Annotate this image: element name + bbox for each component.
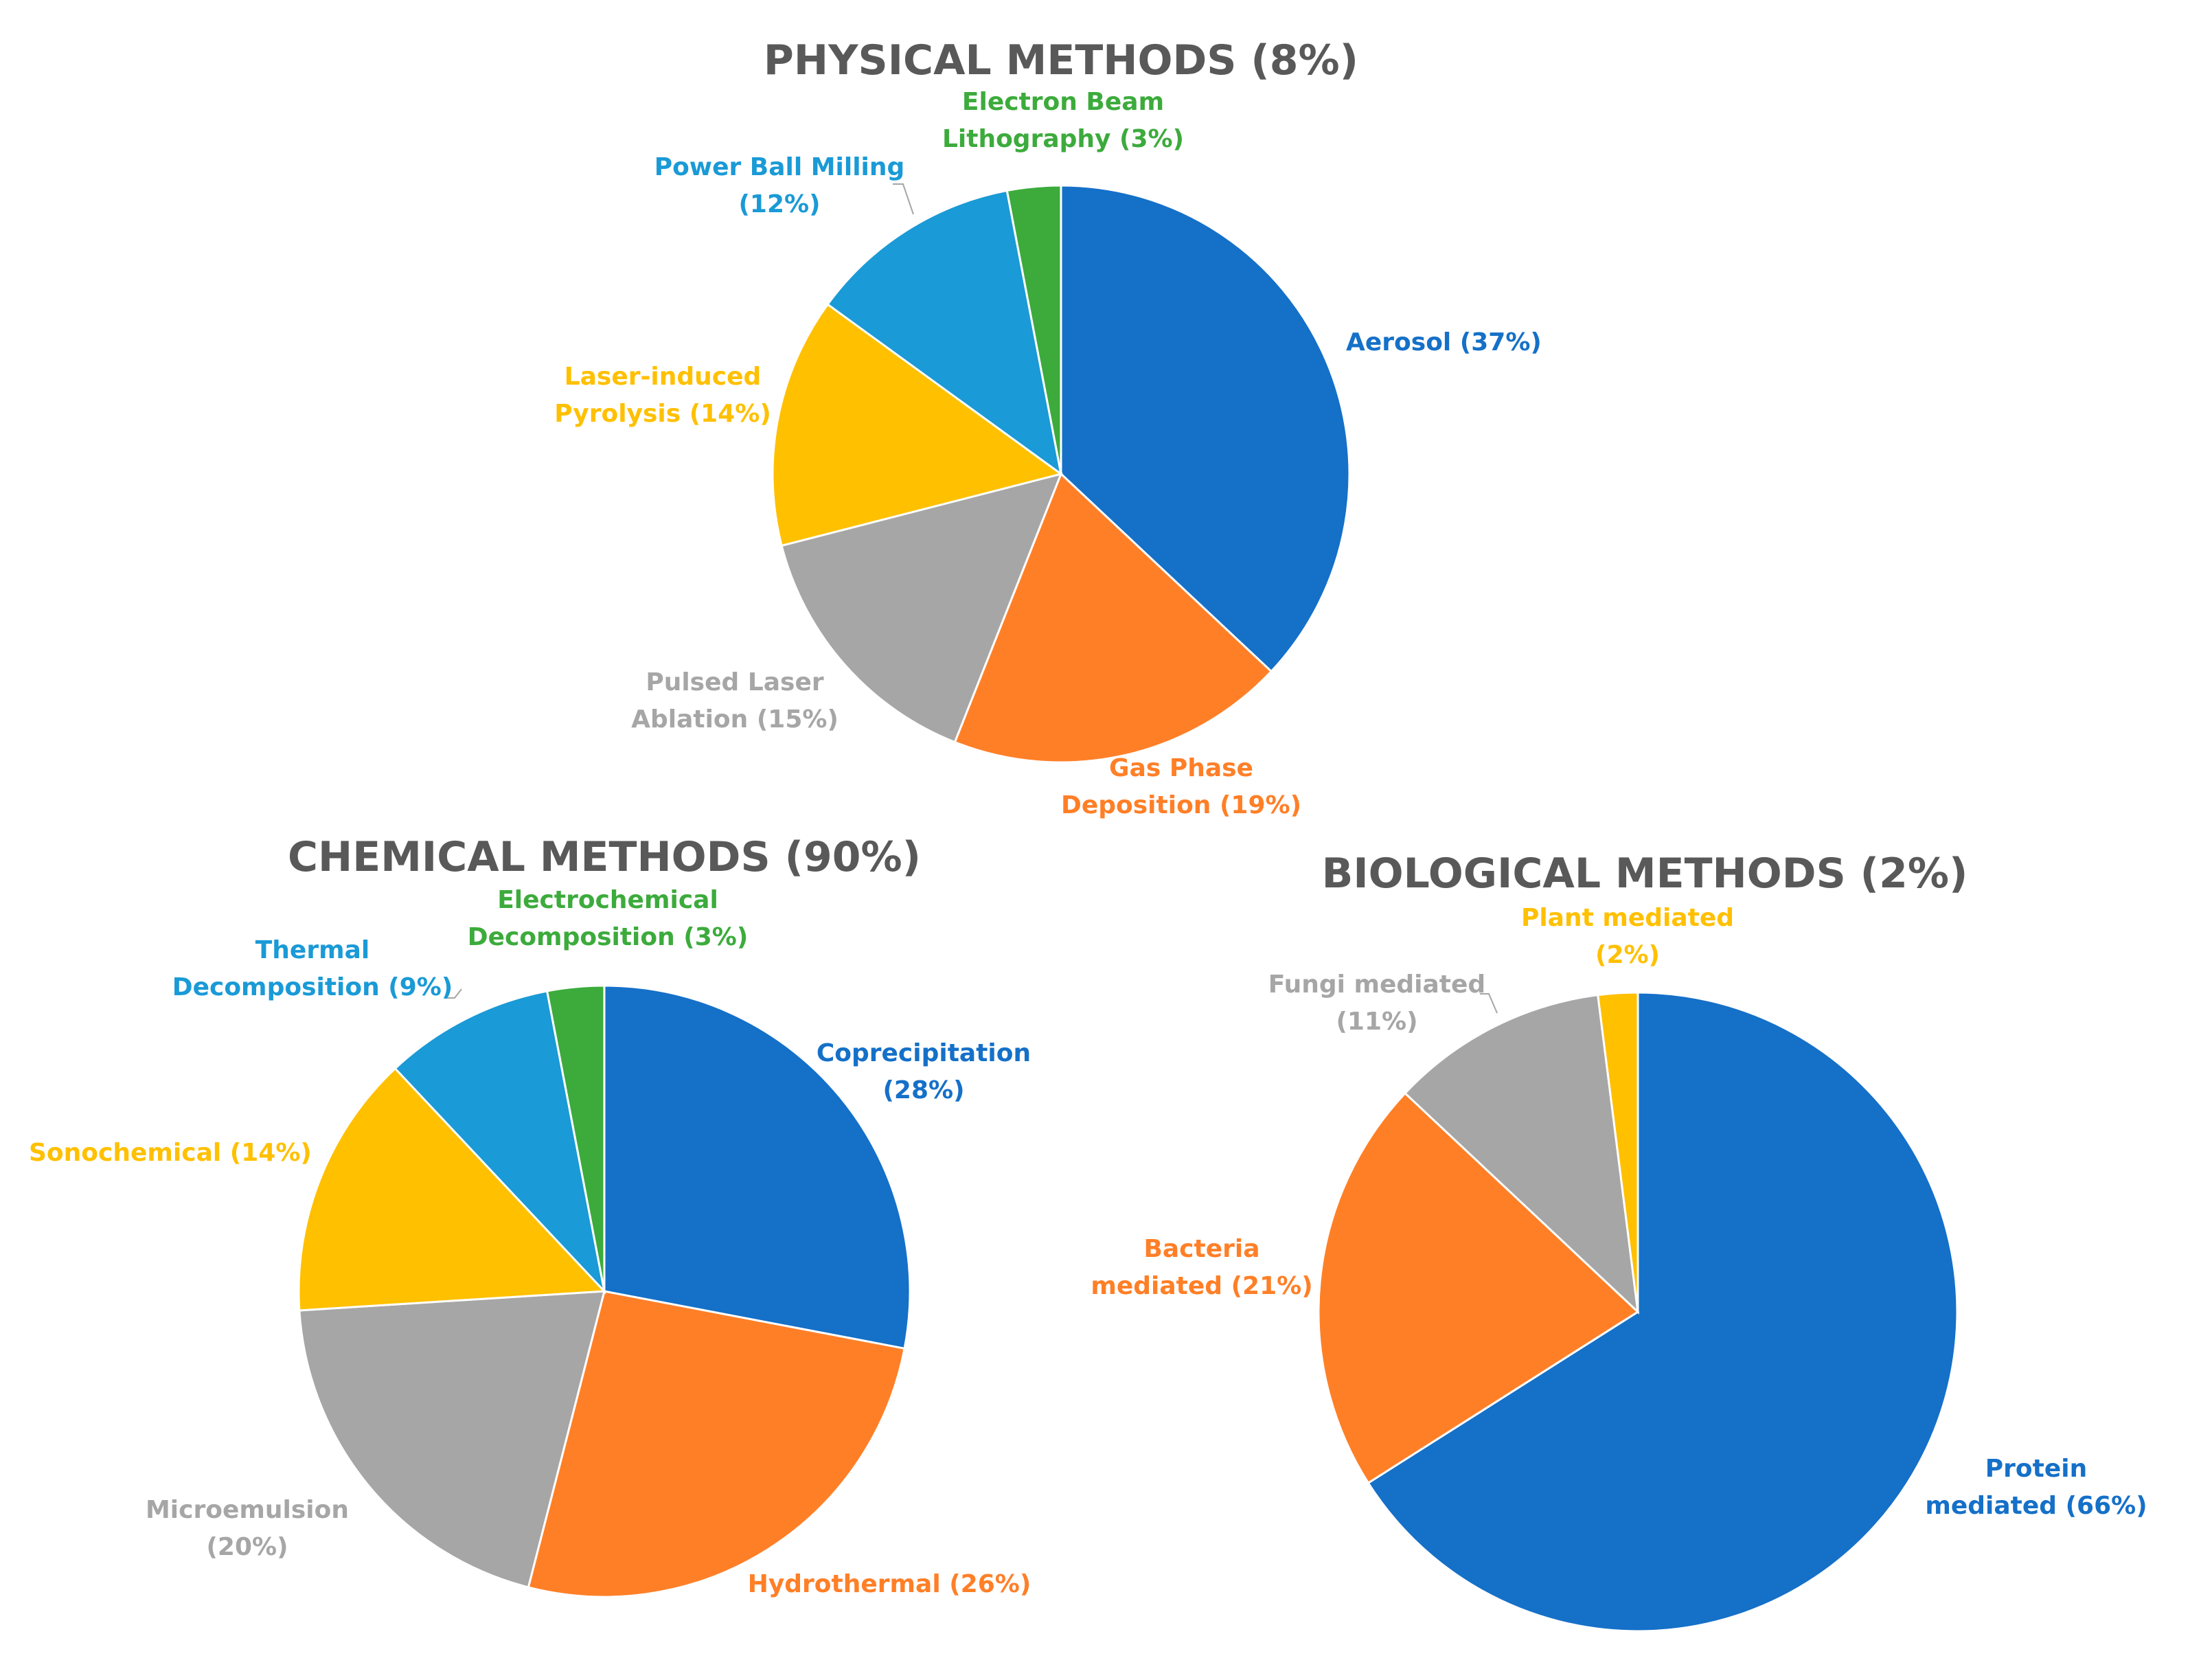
slice-label: Coprecipitation (28%) xyxy=(817,1039,1031,1104)
slice-label: Hydrothermal (26%) xyxy=(748,1570,1031,1598)
slice-label-line: Bacteria xyxy=(1143,1235,1259,1263)
slice-label-line: Aerosol (37%) xyxy=(1346,328,1542,356)
slice-label-line: mediated (21%) xyxy=(1091,1272,1312,1300)
pie-slice xyxy=(545,984,606,1292)
slice-label-line: Protein xyxy=(1985,1455,2087,1483)
pie-slice xyxy=(1317,1091,1640,1485)
slice-label-line: (12%) xyxy=(738,190,820,218)
leader-line xyxy=(893,183,914,215)
slice-label-line: Pyrolysis (14%) xyxy=(554,400,771,428)
pie-slice xyxy=(1403,993,1640,1315)
slice-label-line: Lithography (3%) xyxy=(942,125,1184,153)
chemical-methods-chart: CHEMICAL METHODS (90%) Coprecipitation (2… xyxy=(29,833,1031,1598)
pie-slice xyxy=(953,472,1273,764)
slice-label: Electron Beam Lithography (3%) xyxy=(942,88,1184,153)
slice-label-line: Plant mediated xyxy=(1521,904,1734,932)
chart-title: BIOLOGICAL METHODS (2%) xyxy=(1322,850,1968,898)
slice-label-line: Microemulsion xyxy=(146,1496,349,1524)
slice-label-line: Power Ball Milling xyxy=(654,153,905,181)
slice-label-line: Electron Beam xyxy=(962,88,1164,116)
leader-line xyxy=(1480,993,1498,1014)
slice-label-line: Fungi mediated xyxy=(1268,970,1485,999)
slice-label: Protein mediated (66%) xyxy=(1925,1455,2147,1520)
slice-label: Microemulsion (20%) xyxy=(146,1496,349,1561)
slice-label-line: Decomposition (3%) xyxy=(468,923,749,951)
slice-label: Aerosol (37%) xyxy=(1346,328,1542,356)
slice-label: Thermal Decomposition (9%) xyxy=(172,936,453,1001)
pie-slice xyxy=(297,1067,607,1312)
biological-methods-chart: BIOLOGICAL METHODS (2%) Protein mediated … xyxy=(1091,850,2147,1633)
pie-slice xyxy=(1060,184,1351,673)
slice-label-line: Decomposition (9%) xyxy=(172,973,453,1001)
slice-label-line: Electrochemical xyxy=(497,886,718,914)
slice-label: Pulsed Laser Ablation (15%) xyxy=(631,668,839,734)
slice-label-line: (28%) xyxy=(882,1076,964,1104)
slice-label-line: (20%) xyxy=(206,1533,288,1561)
slice-label-line: Sonochemical (14%) xyxy=(29,1139,312,1167)
physical-methods-chart: PHYSICAL METHODS (8%) Aerosol (37%) Gas P… xyxy=(554,36,1542,819)
slice-label-line: Gas Phase xyxy=(1109,754,1253,782)
slice-label: Bacteria mediated (21%) xyxy=(1091,1235,1312,1300)
slice-label: Gas Phase Deposition (19%) xyxy=(1061,754,1301,819)
pie-slice xyxy=(393,990,606,1295)
leader-line xyxy=(445,988,462,999)
slice-label-line: Laser-induced xyxy=(564,363,762,391)
slice-label-line: Coprecipitation xyxy=(817,1039,1031,1067)
slice-label-line: Thermal xyxy=(255,936,370,964)
slice-label-line: Hydrothermal (26%) xyxy=(748,1570,1031,1598)
pie-slice xyxy=(826,189,1063,477)
pie-slice xyxy=(527,1290,906,1598)
slice-label: Plant mediated (2%) xyxy=(1521,904,1734,969)
pie-slice xyxy=(771,303,1064,547)
chart-title: PHYSICAL METHODS (8%) xyxy=(764,36,1358,84)
slice-label: Sonochemical (14%) xyxy=(29,1139,312,1167)
pie-slice xyxy=(1597,991,1639,1313)
slice-label: Power Ball Milling (12%) xyxy=(654,153,905,218)
slice-label-line: mediated (66%) xyxy=(1925,1492,2147,1520)
pie-slice xyxy=(1005,184,1062,475)
slice-label: Electrochemical Decomposition (3%) xyxy=(468,886,749,951)
slice-label-line: Deposition (19%) xyxy=(1061,791,1301,819)
pie-slice xyxy=(298,1290,606,1589)
slice-label-line: Ablation (15%) xyxy=(631,705,839,734)
pie-slice xyxy=(1367,991,1959,1633)
slice-label: Fungi mediated (11%) xyxy=(1268,970,1485,1036)
pie-slice xyxy=(780,472,1063,744)
slice-label: Laser-induced Pyrolysis (14%) xyxy=(554,363,771,428)
slice-label-line: (11%) xyxy=(1336,1008,1417,1036)
pie-slice xyxy=(603,984,911,1350)
slice-label-line: (2%) xyxy=(1595,941,1660,969)
slice-label-line: Pulsed Laser xyxy=(646,668,824,696)
chart-title: CHEMICAL METHODS (90%) xyxy=(288,833,921,881)
